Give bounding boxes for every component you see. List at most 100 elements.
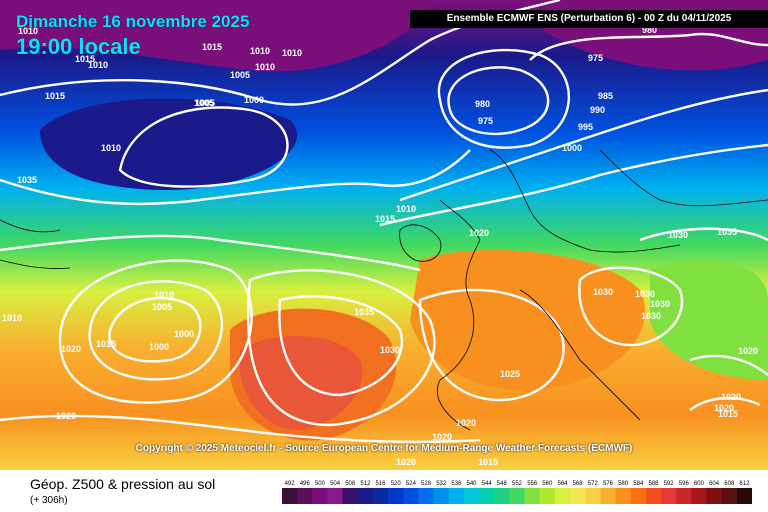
z500-low-field-nw [0,0,430,72]
scale-swatch [418,488,434,504]
pressure-label: 995 [578,122,593,132]
scale-swatch [645,488,662,504]
scale-label: 496 [300,481,311,487]
pressure-label: 1010 [250,46,270,56]
scale-swatch [327,488,343,504]
pressure-label: 1030 [635,289,655,299]
scale-swatch [691,488,707,504]
pressure-label: 1010 [154,290,174,300]
pressure-label: 1005 [195,98,215,108]
scale-label: 608 [724,481,735,487]
scale-label: 584 [633,481,644,487]
pressure-labels: 1010 1015 1010 1010 1010 1005 1015 1010 … [2,25,758,467]
weather-map: 1010 1015 1010 1010 1010 1005 1015 1010 … [0,0,768,470]
model-run-header: Ensemble ECMWF ENS (Perturbation 6) - 00… [410,10,768,28]
scale-swatch [479,488,495,504]
scale-label: 492 [285,481,296,487]
scale-swatch [282,488,298,504]
z500-trough [40,98,298,190]
scale-swatch [388,488,404,504]
color-scale-legend: 492 496 500 504 508 512 516 520 524 528 532 536 540 5… [282,481,752,504]
pressure-label: 1015 [478,457,498,467]
pressure-label: 1010 [255,62,275,72]
z500-ridge-east [410,250,646,391]
chart-title: Géop. Z500 & pression au sol [30,476,216,492]
pressure-label: 1030 [668,230,688,240]
scale-swatch [630,488,647,504]
scale-label: 520 [391,481,402,487]
pressure-label: 1005 [230,70,250,80]
scale-label: 604 [709,481,720,487]
pressure-label: 1020 [56,411,76,421]
scale-swatch [661,488,677,504]
pressure-label: 1020 [61,344,81,354]
scale-label: 536 [451,481,462,487]
scale-swatch [463,488,480,504]
pressure-label: 1030 [593,287,613,297]
pressure-label: 1020 [456,418,476,428]
pressure-label: 1000 [174,329,194,339]
scale-label: 588 [648,481,659,487]
scale-label: 528 [421,481,432,487]
scale-label: 548 [497,481,508,487]
copyright-notice: Copyright © 2025 Meteociel.fr - Source E… [135,443,633,454]
coastlines [0,149,768,431]
scale-label: 596 [679,481,690,487]
scale-swatch [676,488,692,504]
pressure-label: 1015 [202,42,222,52]
scale-label: 580 [618,481,629,487]
scale-swatch [433,488,450,504]
forecast-time: 19:00 locale [16,34,141,59]
pressure-label: 1005 [152,302,172,312]
z500-ridge-max [240,336,362,430]
scale-swatch [706,488,722,504]
scale-label: 508 [345,481,356,487]
scale-label: 592 [664,481,675,487]
pressure-label: 1015 [96,339,116,349]
pressure-label: 1015 [75,54,95,64]
isobars [0,0,768,442]
pressure-label: 975 [588,53,603,63]
scale-swatch [600,488,616,504]
pressure-label: 990 [590,105,605,115]
pressure-label: 1020 [714,403,734,413]
pressure-label: 1010 [88,60,108,70]
scale-label: 540 [466,481,477,487]
pressure-label: 1020 [721,392,741,402]
pressure-label: 1015 [718,409,738,419]
scale-label: 600 [694,481,705,487]
scale-swatch [554,488,571,504]
scale-swatch [357,488,374,504]
scale-swatch [539,488,556,504]
pressure-label: 1010 [282,48,302,58]
pressure-label: 980 [642,25,657,35]
pressure-label: 980 [475,99,490,109]
pressure-label: 1020 [396,457,416,467]
scale-swatch [373,488,389,504]
pressure-label: 1015 [375,214,395,224]
scale-label: 572 [588,481,599,487]
scale-label: 564 [557,481,568,487]
scale-swatch [585,488,601,504]
pressure-label: 1020 [469,228,489,238]
scale-label: 568 [573,481,584,487]
scale-label: 500 [315,481,326,487]
pressure-label: 1010 [396,204,416,214]
scale-swatch [721,488,738,504]
pressure-label: 985 [598,91,613,101]
pressure-label: 1000 [149,342,169,352]
scale-label: 524 [406,481,417,487]
pressure-label: 1000 [244,95,264,105]
scale-swatch [570,488,586,504]
pressure-label: 1020 [432,432,452,442]
scale-label: 560 [542,481,553,487]
pressure-label: 1035 [17,175,37,185]
pressure-label: 1025 [500,369,520,379]
pressure-label: 1035 [354,307,374,317]
pressure-label: 1000 [562,143,582,153]
scale-swatch [615,488,631,504]
pressure-label: 975 [478,116,493,126]
scale-label: 516 [375,481,386,487]
pressure-label: 1010 [18,26,38,36]
